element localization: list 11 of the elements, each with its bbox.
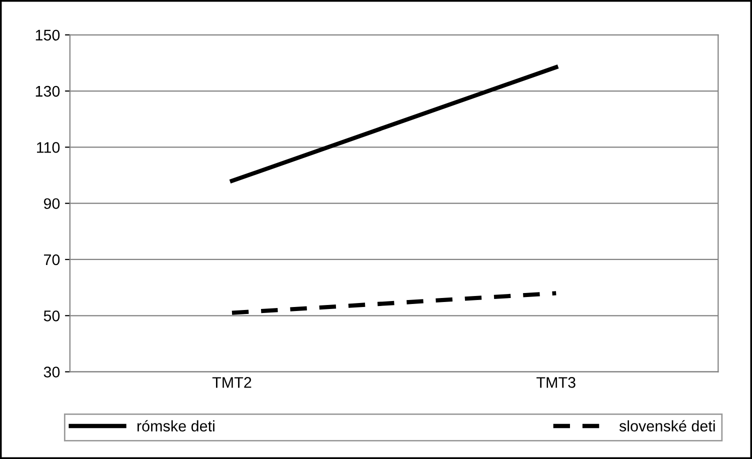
y-tick-label: 130 [36,86,60,97]
x-tick-label: TMT3 [536,377,576,388]
y-tick-label: 30 [44,366,60,378]
y-tick-label: 150 [36,30,60,41]
legend-label: rómske deti [137,420,214,432]
y-tick-label: 50 [44,310,60,322]
legend-label: slovenské deti [619,420,715,432]
y-tick-label: 70 [44,254,60,266]
x-tick-label: TMT2 [212,377,252,388]
y-tick-label: 110 [37,142,60,153]
y-tick-label: 90 [44,198,60,210]
